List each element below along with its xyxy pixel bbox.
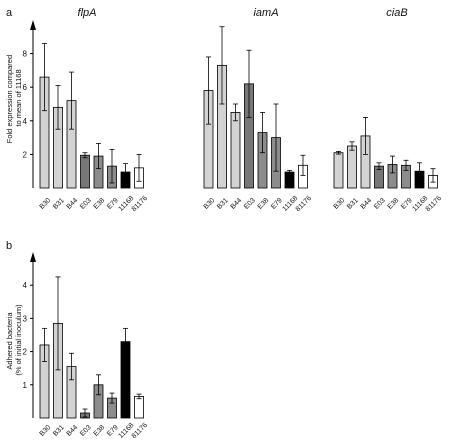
bar-b-0-81176 (134, 396, 144, 419)
panel-a-ytick-label: 6 (23, 83, 28, 92)
category-label-a-1-E38: E38 (257, 197, 271, 211)
category-label-a-0-B44: B44 (66, 197, 80, 211)
bar-a-2-B31 (347, 145, 357, 189)
category-label-a-2-B30: B30 (333, 197, 347, 211)
panel-b-y-axis-arrow (30, 252, 36, 262)
panel-b-ylabel-line2: (% of initial inoculum) (14, 304, 23, 376)
bar-a-2-B30 (333, 152, 344, 189)
category-label-b-0-B30: B30 (39, 424, 53, 438)
category-label-a-1-B31: B31 (216, 197, 230, 211)
panel-a-label: a (6, 7, 13, 19)
category-label-a-1-81176: 81176 (295, 195, 313, 213)
panel-b-ytick-label: 4 (23, 281, 28, 290)
category-label-a-2-B44: B44 (360, 197, 374, 211)
category-label-b-0-B31: B31 (52, 424, 66, 438)
category-label-a-0-B31: B31 (52, 197, 66, 211)
gene-title-flpa: flpA (78, 7, 97, 19)
gene-title-ciab: ciaB (386, 7, 407, 19)
panel-b-ytick-label: 2 (23, 348, 28, 357)
panel-a-ytick-label: 2 (23, 150, 28, 159)
category-label-a-0-B30: B30 (39, 197, 53, 211)
category-label-b-0-E03: E03 (79, 424, 93, 438)
bar-a-1-B44 (230, 112, 241, 189)
panel-b-ylabel: Adhered bacteria (% of initial inoculum) (5, 304, 23, 376)
category-label-a-2-E38: E38 (387, 197, 401, 211)
category-label-b-0-E38: E38 (93, 424, 107, 438)
panel-b-ticks: 1 2 3 4 (23, 281, 33, 390)
panel-b-ytick-label: 3 (23, 314, 28, 323)
panel-a-ylabel-line2: to mean of 11168 (14, 69, 23, 126)
category-label-a-0-E03: E03 (79, 197, 93, 211)
bar-a-1-11168 (284, 171, 295, 189)
category-label-b-0-81176: 81176 (131, 422, 149, 440)
panel-a-ylabel: Fold expression compared to mean of 1116… (5, 53, 23, 143)
category-label-a-2-E03: E03 (373, 197, 387, 211)
panel-a-ylabel-line1: Fold expression compared (5, 55, 14, 143)
category-label-a-1-B30: B30 (203, 197, 217, 211)
category-label-a-1-B44: B44 (230, 197, 244, 211)
category-label-a-1-E03: E03 (243, 197, 257, 211)
panel-a-ticks: 2 4 6 8 (23, 50, 33, 159)
category-label-a-2-81176: 81176 (425, 195, 443, 213)
category-label-a-0-81176: 81176 (131, 195, 149, 213)
category-label-a-2-B31: B31 (346, 197, 360, 211)
bar-a-0-E03 (80, 154, 90, 189)
panel-b: b Adhered bacteria (% of initial inoculu… (5, 240, 149, 440)
panel-b-ytick-label: 1 (23, 381, 28, 390)
panel-b-label: b (6, 240, 12, 252)
category-label-b-0-B44: B44 (66, 424, 80, 438)
category-label-a-0-E38: E38 (93, 197, 107, 211)
panel-a: a flpA iamA ciaB Fold expression compare… (5, 7, 443, 213)
gene-title-iama: iamA (253, 7, 278, 19)
panel-a-ytick-label: 8 (23, 50, 28, 59)
panel-a-ytick-label: 4 (23, 117, 28, 126)
panel-a-y-axis-arrow (30, 20, 36, 30)
panel-b-ylabel-line1: Adhered bacteria (5, 312, 14, 370)
